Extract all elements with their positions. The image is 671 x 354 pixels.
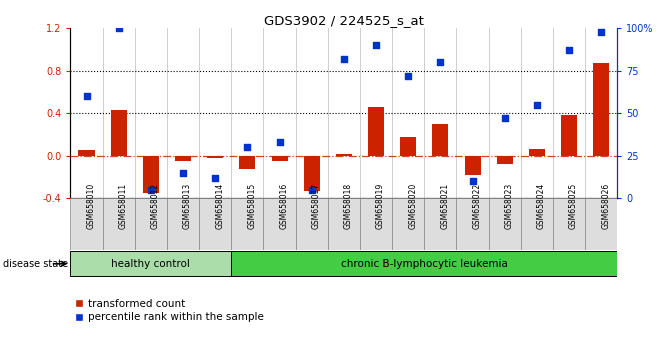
Bar: [593, 63, 609, 156]
Bar: [561, 115, 577, 156]
Text: GSM658015: GSM658015: [248, 183, 256, 229]
Bar: [70, 251, 231, 276]
Point: [274, 139, 285, 145]
Bar: [521, 198, 553, 250]
Bar: [585, 198, 617, 250]
Point: [531, 102, 542, 108]
Bar: [135, 198, 167, 250]
Point: [242, 144, 253, 150]
Title: GDS3902 / 224525_s_at: GDS3902 / 224525_s_at: [264, 14, 424, 27]
Point: [178, 170, 189, 176]
Point: [81, 93, 92, 99]
Bar: [167, 198, 199, 250]
Text: disease state: disease state: [3, 259, 68, 269]
Bar: [272, 156, 288, 161]
Bar: [264, 198, 296, 250]
Bar: [328, 198, 360, 250]
Text: GSM658017: GSM658017: [312, 183, 321, 229]
Text: GSM658024: GSM658024: [537, 183, 546, 229]
Bar: [231, 198, 264, 250]
Text: GSM658023: GSM658023: [505, 183, 514, 229]
Bar: [553, 198, 585, 250]
Point: [113, 25, 124, 31]
Point: [338, 56, 349, 62]
Bar: [488, 198, 521, 250]
Bar: [464, 156, 480, 175]
Text: GSM658016: GSM658016: [280, 183, 289, 229]
Bar: [296, 198, 328, 250]
Point: [370, 42, 381, 48]
Point: [435, 59, 446, 65]
Bar: [207, 156, 223, 158]
Bar: [424, 198, 456, 250]
Text: GSM658011: GSM658011: [119, 183, 127, 229]
Bar: [392, 198, 424, 250]
Bar: [79, 150, 95, 156]
Bar: [360, 198, 392, 250]
Text: healthy control: healthy control: [111, 259, 191, 269]
Text: GSM658020: GSM658020: [408, 183, 417, 229]
Text: GSM658018: GSM658018: [344, 183, 353, 229]
Bar: [400, 137, 416, 156]
Bar: [304, 156, 320, 191]
Bar: [111, 110, 127, 156]
Bar: [231, 251, 617, 276]
Text: GSM658026: GSM658026: [601, 183, 610, 229]
Point: [499, 115, 510, 121]
Point: [307, 187, 317, 193]
Text: GSM658019: GSM658019: [376, 183, 385, 229]
Text: GSM658025: GSM658025: [569, 183, 578, 229]
Bar: [497, 156, 513, 164]
Text: GSM658010: GSM658010: [87, 183, 95, 229]
Bar: [199, 198, 231, 250]
Bar: [368, 107, 384, 156]
Bar: [529, 149, 545, 156]
Bar: [70, 198, 103, 250]
Bar: [432, 124, 448, 156]
Bar: [336, 154, 352, 156]
Text: GSM658012: GSM658012: [151, 183, 160, 229]
Bar: [240, 156, 256, 169]
Legend: transformed count, percentile rank within the sample: transformed count, percentile rank withi…: [76, 299, 264, 322]
Text: GSM658022: GSM658022: [472, 183, 482, 229]
Bar: [103, 198, 135, 250]
Point: [146, 187, 156, 193]
Text: chronic B-lymphocytic leukemia: chronic B-lymphocytic leukemia: [341, 259, 508, 269]
Text: GSM658014: GSM658014: [215, 183, 224, 229]
Bar: [175, 156, 191, 161]
Point: [467, 178, 478, 184]
Point: [210, 175, 221, 181]
Bar: [143, 156, 159, 193]
Point: [564, 47, 574, 53]
Point: [596, 29, 607, 35]
Text: GSM658021: GSM658021: [440, 183, 450, 229]
Point: [403, 73, 413, 79]
Bar: [456, 198, 488, 250]
Text: GSM658013: GSM658013: [183, 183, 192, 229]
